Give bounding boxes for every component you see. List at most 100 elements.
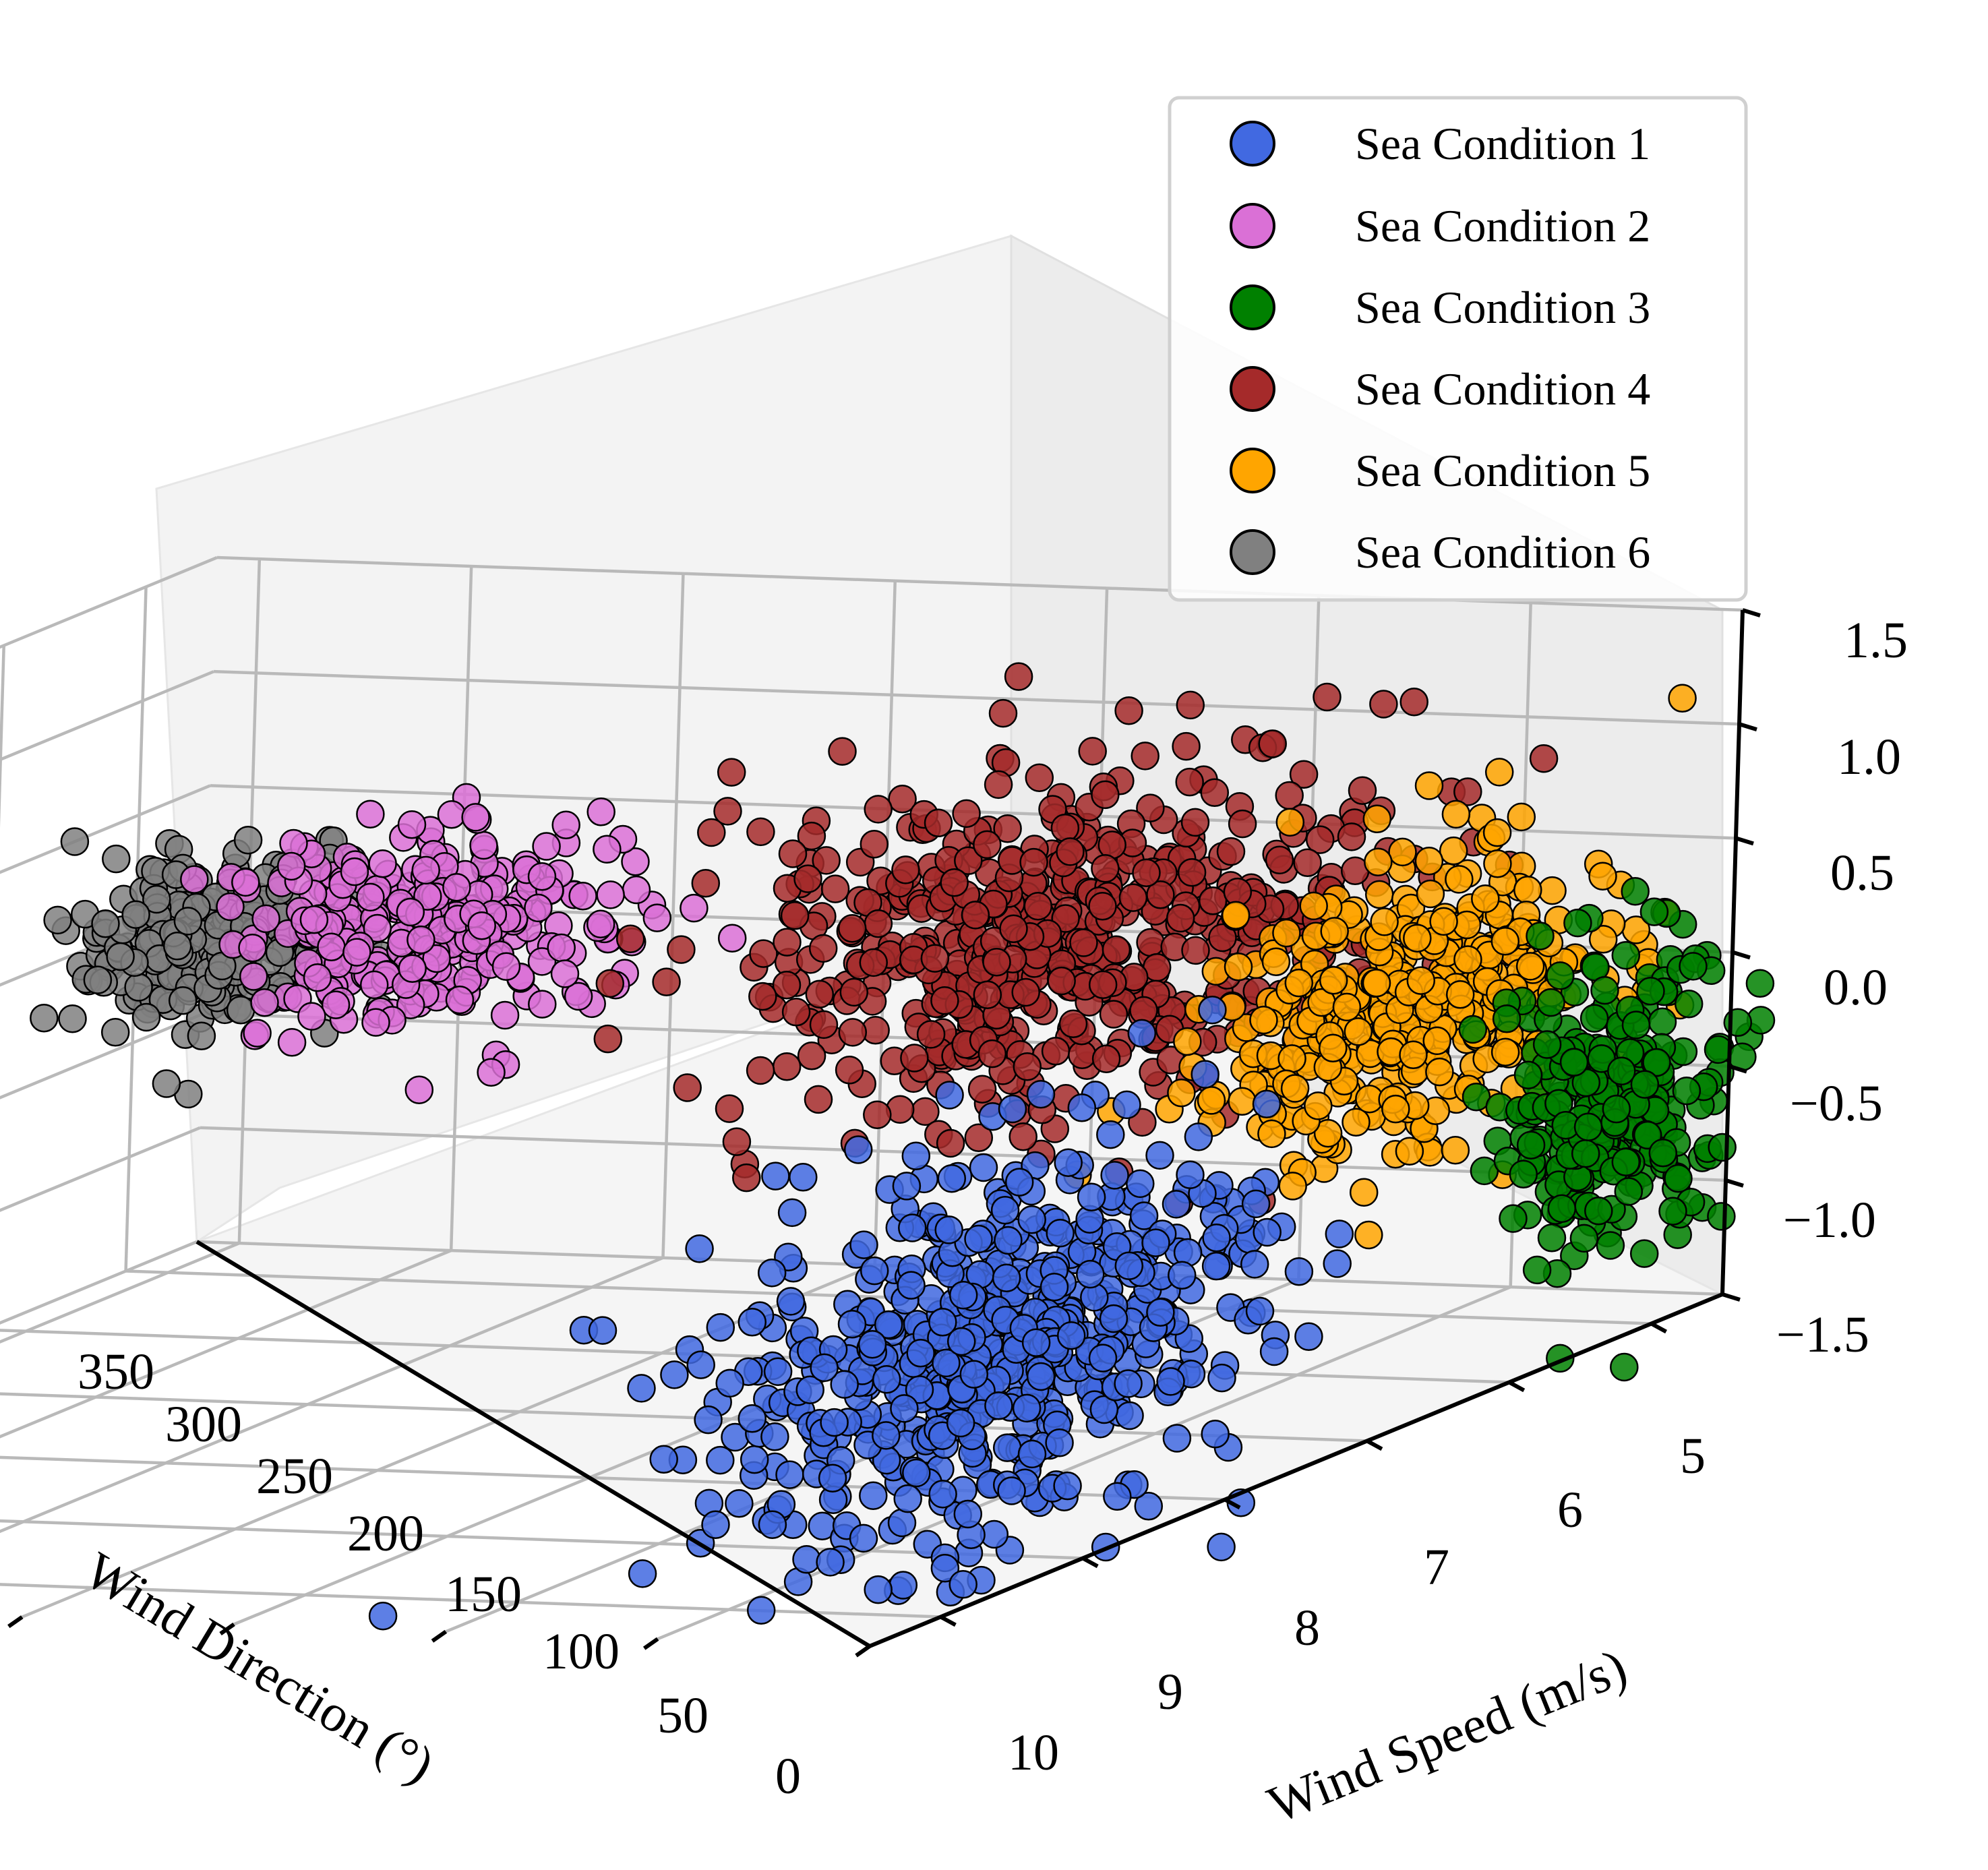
data-point xyxy=(984,770,1013,800)
data-point xyxy=(667,935,696,964)
data-point xyxy=(746,817,775,847)
data-point xyxy=(1019,847,1048,877)
data-point xyxy=(778,839,808,868)
data-point xyxy=(1425,1057,1454,1087)
data-point xyxy=(1162,1190,1191,1219)
data-point xyxy=(897,1271,926,1300)
data-point xyxy=(30,1003,59,1033)
z-tick-label: −1.0 xyxy=(1783,1192,1876,1248)
data-point xyxy=(959,1360,989,1389)
data-point xyxy=(1012,1393,1042,1423)
z-tick-label: −1.5 xyxy=(1776,1306,1869,1363)
data-point xyxy=(1011,977,1040,1007)
data-point xyxy=(740,1445,769,1474)
data-point xyxy=(1091,1044,1121,1073)
data-point xyxy=(1181,936,1210,965)
data-point xyxy=(843,1135,873,1164)
data-point xyxy=(547,933,576,963)
series-3 xyxy=(1458,876,1776,1382)
data-point xyxy=(1414,847,1444,876)
data-point xyxy=(792,1544,821,1574)
data-point xyxy=(715,1094,744,1123)
data-point xyxy=(988,698,1018,728)
data-point xyxy=(1259,1337,1289,1366)
data-point xyxy=(1332,992,1362,1022)
y-gridline-floor xyxy=(0,1329,1509,1384)
data-point xyxy=(1636,976,1665,1006)
data-point xyxy=(1008,1122,1037,1151)
legend-marker-5 xyxy=(1230,448,1275,493)
data-point xyxy=(1091,854,1120,883)
data-point xyxy=(1228,809,1257,839)
y-tick xyxy=(1366,1439,1383,1451)
data-point xyxy=(940,868,969,897)
data-point xyxy=(1614,1177,1644,1206)
data-point xyxy=(1584,1197,1613,1226)
data-point xyxy=(1708,1133,1737,1162)
data-point xyxy=(124,973,153,1002)
data-point xyxy=(717,924,747,953)
data-point xyxy=(1099,1000,1128,1029)
data-point xyxy=(1021,1328,1051,1357)
data-point xyxy=(808,934,838,963)
data-point xyxy=(964,1123,994,1153)
data-point xyxy=(776,1287,806,1316)
data-point xyxy=(1337,822,1366,851)
data-point xyxy=(1134,1492,1164,1521)
data-point xyxy=(1429,907,1458,936)
x-tick xyxy=(642,1637,659,1650)
data-point xyxy=(1202,1224,1231,1253)
data-point xyxy=(1058,1009,1088,1039)
data-point xyxy=(1546,961,1575,990)
x-axis-line xyxy=(195,1240,871,1648)
data-point xyxy=(1513,875,1542,905)
data-point xyxy=(1422,1026,1451,1056)
data-point xyxy=(1484,758,1514,787)
data-point xyxy=(1166,903,1195,933)
y-tick xyxy=(1650,1321,1668,1334)
data-point xyxy=(564,982,593,1011)
data-point xyxy=(1299,891,1328,921)
data-point xyxy=(1621,876,1650,906)
data-point xyxy=(368,1601,398,1631)
data-point xyxy=(1293,848,1322,878)
data-point xyxy=(838,1018,868,1047)
data-point xyxy=(91,909,120,938)
data-point xyxy=(1156,1367,1185,1396)
data-point xyxy=(1265,845,1294,875)
data-point xyxy=(809,1010,839,1039)
data-point xyxy=(763,1357,793,1386)
data-point xyxy=(737,1308,767,1337)
y-tick-label: 6 xyxy=(1557,1482,1583,1538)
data-point xyxy=(1569,1224,1599,1253)
z-gridline-left xyxy=(0,555,218,649)
data-point xyxy=(528,990,557,1019)
data-point xyxy=(1115,1401,1144,1430)
data-point xyxy=(1526,922,1555,951)
data-point xyxy=(746,1596,776,1625)
data-point xyxy=(860,1256,889,1286)
data-point xyxy=(804,1085,833,1114)
data-point xyxy=(863,1100,892,1129)
data-point xyxy=(1198,995,1227,1025)
data-point xyxy=(757,1258,787,1288)
data-point xyxy=(1197,1086,1226,1115)
z-gridline-left xyxy=(0,898,208,987)
data-point xyxy=(977,1039,1007,1068)
data-point xyxy=(398,954,427,984)
data-point xyxy=(100,1018,130,1047)
data-point xyxy=(992,1433,1022,1462)
data-point xyxy=(952,799,981,828)
data-point xyxy=(1100,1161,1129,1190)
data-point xyxy=(932,1348,961,1378)
data-point xyxy=(173,907,203,936)
data-point xyxy=(491,952,521,981)
data-point xyxy=(758,1510,787,1539)
data-point xyxy=(551,810,580,840)
data-point xyxy=(946,1408,975,1438)
data-point xyxy=(299,905,329,934)
data-point xyxy=(1458,1015,1488,1044)
data-point xyxy=(1573,1112,1603,1141)
data-point xyxy=(524,893,553,923)
